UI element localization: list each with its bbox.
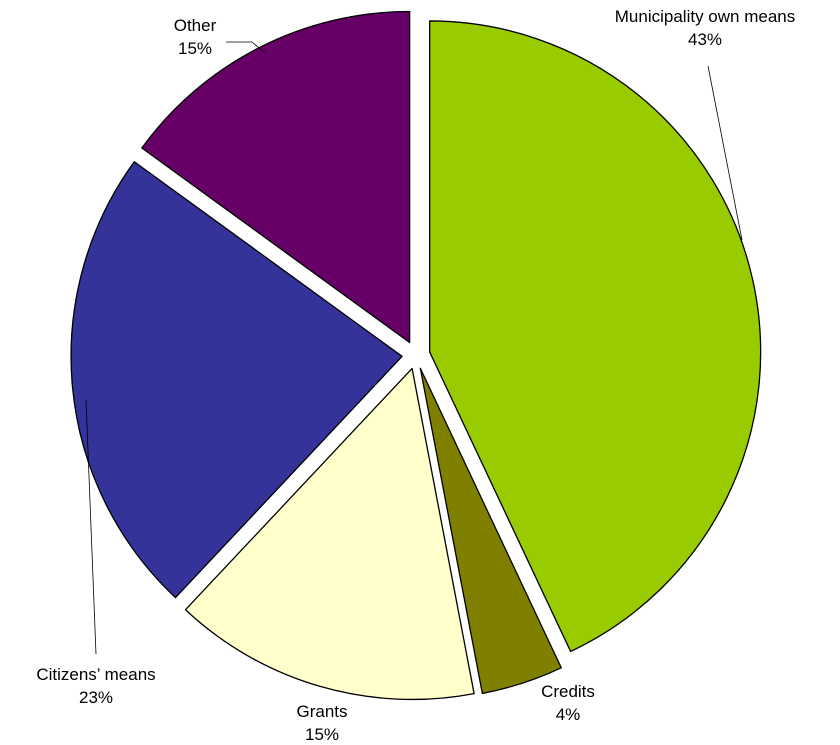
leader-line-other (226, 41, 266, 54)
slice-label-grants: Grants (296, 702, 347, 721)
pie-slice-credits (419, 367, 562, 695)
slice-percent-credits: 4% (556, 705, 581, 724)
slice-label-citizens-means: Citizens’ means (36, 665, 155, 684)
leader-line-citizens-means (85, 399, 97, 655)
slice-percent-other: 15% (178, 39, 212, 58)
leader-line-layer (85, 41, 743, 655)
pie-slice-citizens-means (70, 161, 403, 599)
slice-label-other: Other (174, 16, 217, 35)
pie-slice-grants (184, 367, 475, 701)
label-layer: Municipality own means 43% Credits 4% Grants… (36, 7, 795, 744)
slice-layer (70, 10, 762, 701)
slice-percent-grants: 15% (305, 725, 339, 744)
slice-label-municipality-own-means: Municipality own means (615, 7, 795, 26)
leader-line-municipality-own-means (707, 65, 743, 241)
pie-slice-other (141, 10, 411, 344)
slice-percent-citizens-means: 23% (79, 688, 113, 707)
slice-label-credits: Credits (541, 682, 595, 701)
pie-slice-municipality-own-means (429, 20, 762, 653)
slice-percent-municipality-own-means: 43% (688, 30, 722, 49)
